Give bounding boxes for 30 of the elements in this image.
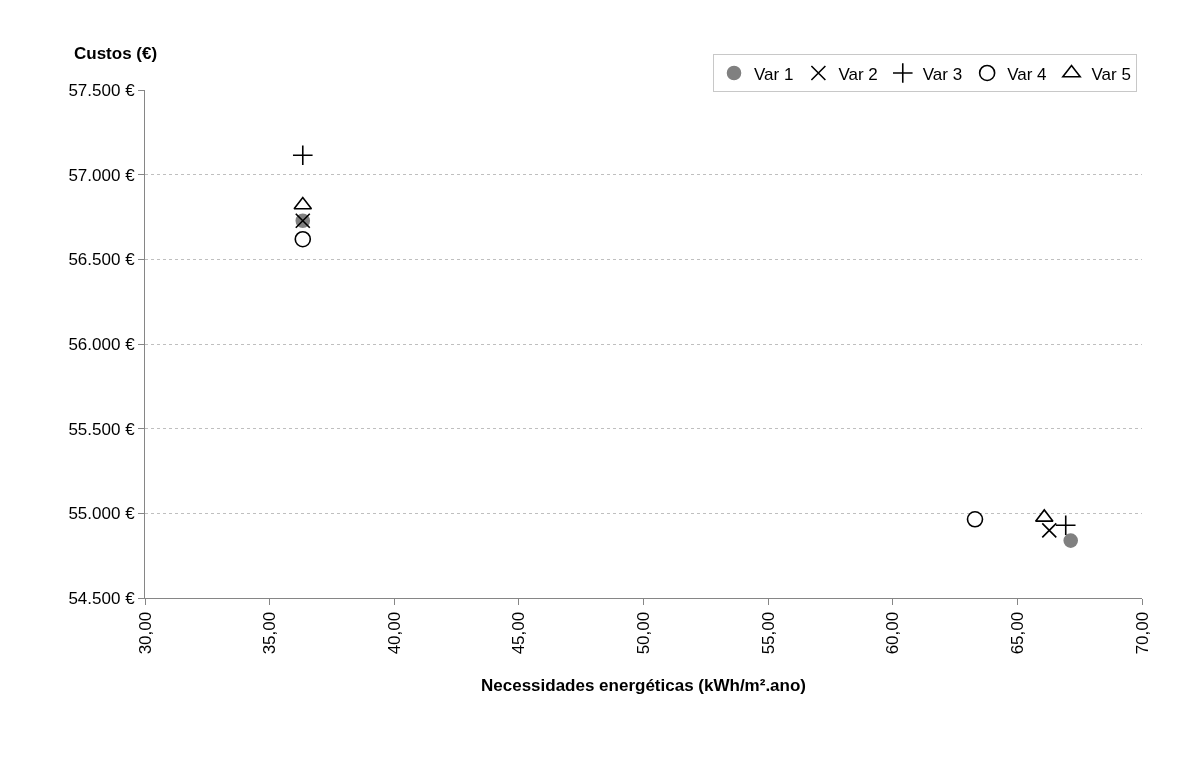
y-tick-label: 54.500 € [68,588,136,608]
point [1063,533,1079,548]
y-axis-title: Custos (€) [74,44,158,63]
y-tick-label: 57.500 € [68,80,136,100]
x-tick-label: 40,00 [384,611,404,655]
x-tick-label: 60,00 [883,611,903,655]
x-tick-label: 70,00 [1132,611,1152,655]
x-tick-label: 65,00 [1007,611,1027,655]
y-tick-label: 55.000 € [68,504,136,524]
point [294,230,312,248]
y-tick-label: 57.000 € [68,165,136,185]
legend-label: Var 5 [1091,64,1131,84]
x-tick-label: 55,00 [758,611,778,655]
point [1041,522,1058,539]
point [293,196,313,210]
legend-label: Var 1 [754,64,794,84]
legend-label: Var 4 [1007,64,1047,84]
point [1055,514,1077,536]
point [966,510,984,528]
x-tick-label: 45,00 [509,611,529,655]
x-tick-label: 30,00 [135,611,155,655]
legend-label: Var 2 [838,64,878,84]
y-tick-label: 56.500 € [68,250,136,270]
legend-label: Var 3 [922,64,963,84]
x-tick-label: 50,00 [634,611,654,655]
y-tick-label: 56.000 € [68,334,136,354]
x-tick-label: 35,00 [260,611,280,655]
y-tick-label: 55.500 € [68,419,136,439]
point [292,144,314,166]
x-axis-title: Necessidades energéticas (kWh/m².ano) [480,675,807,695]
